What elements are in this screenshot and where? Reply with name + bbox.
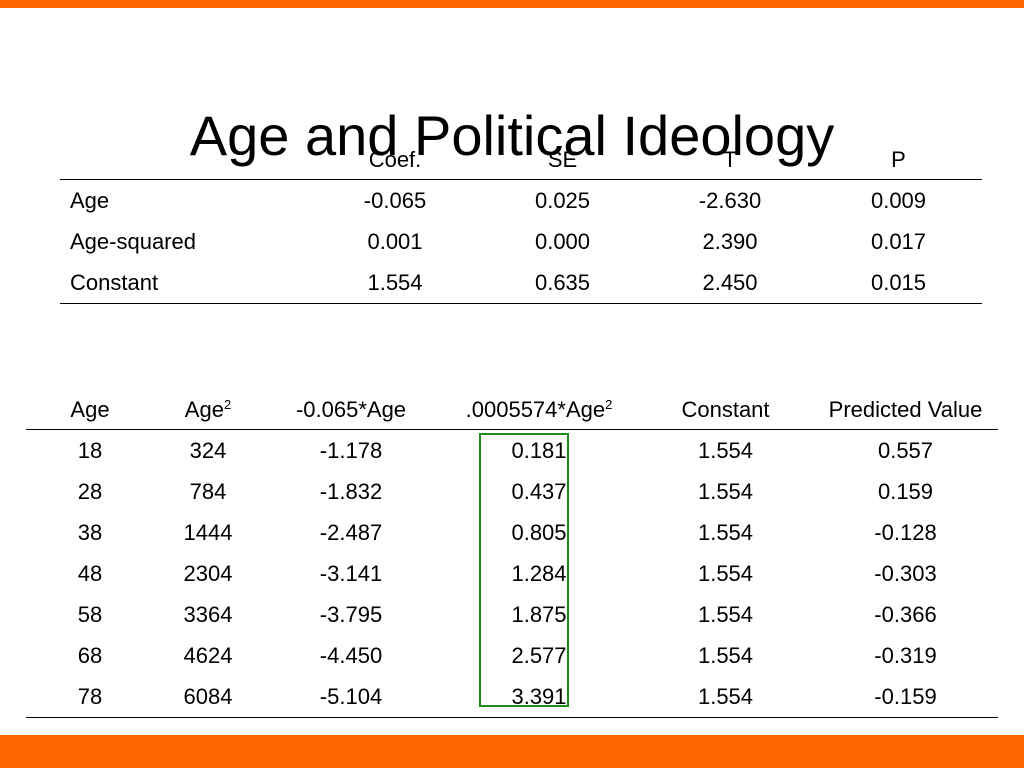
prediction-table: Age Age2 -0.065*Age .0005574*Age2 Consta…: [26, 390, 998, 718]
regression-cell-coef: 0.001: [367, 228, 423, 254]
prediction-cell-predicted-value: 0.557: [877, 437, 934, 463]
prediction-row: 58 3364 -3.795 1.875 1.554 -0.366: [26, 594, 998, 635]
regression-table: Coef. SE T P Age -0.065 0.025 -2.630 0.009 Ag…: [60, 140, 982, 304]
prediction-cell-predicted-value: 0.159: [877, 478, 934, 504]
prediction-cell-age-squared: 3364: [183, 601, 233, 627]
prediction-cell-constant: 1.554: [638, 676, 813, 718]
bottom-accent-bar: [0, 735, 1024, 768]
prediction-cell-quadratic-term: 2.577: [511, 642, 567, 668]
regression-cell-se: 0.025: [534, 187, 591, 213]
prediction-header-quadratic-term: .0005574*Age2: [440, 390, 638, 430]
regression-cell-p: 0.017: [870, 228, 927, 254]
prediction-cell-age: 78: [26, 676, 154, 718]
regression-cell-p: 0.009: [870, 187, 927, 213]
prediction-cell-age: 38: [77, 519, 103, 545]
regression-row: Age-squared 0.001 0.000 2.390 0.017: [60, 221, 982, 262]
prediction-cell-predicted-value: -0.366: [874, 601, 937, 627]
prediction-header-predicted-value: Predicted Value: [813, 390, 998, 430]
prediction-cell-linear-term: -4.450: [319, 642, 383, 668]
prediction-cell-predicted-value: -0.159: [813, 676, 998, 718]
prediction-cell-constant: 1.554: [697, 437, 754, 463]
regression-row-label: Age: [70, 187, 110, 213]
regression-header-p: P: [815, 140, 982, 180]
regression-row-label: Constant: [60, 262, 310, 304]
prediction-cell-age-squared: 4624: [183, 642, 233, 668]
prediction-header-row: Age Age2 -0.065*Age .0005574*Age2 Consta…: [26, 390, 998, 430]
prediction-cell-age-squared: 784: [189, 478, 227, 504]
prediction-cell-linear-term: -2.487: [319, 519, 383, 545]
regression-row: Constant 1.554 0.635 2.450 0.015: [60, 262, 982, 304]
regression-header-t: T: [645, 140, 815, 180]
prediction-cell-predicted-value: -0.128: [874, 519, 937, 545]
regression-row-label: Age-squared: [70, 228, 196, 254]
prediction-cell-age: 68: [77, 642, 103, 668]
regression-header-coef: Coef.: [310, 140, 480, 180]
prediction-cell-quadratic-term: 1.875: [511, 601, 567, 627]
age-squared-exponent: 2: [223, 396, 232, 412]
regression-cell-coef: 1.554: [310, 262, 480, 304]
prediction-cell-predicted-value: -0.303: [874, 560, 937, 586]
prediction-cell-quadratic-term: 0.805: [511, 519, 567, 545]
prediction-cell-age-squared: 2304: [183, 560, 233, 586]
prediction-row: 48 2304 -3.141 1.284 1.554 -0.303: [26, 553, 998, 594]
prediction-row: 18 324 -1.178 0.181 1.554 0.557: [26, 430, 998, 472]
quadratic-term-exponent: 2: [605, 396, 613, 412]
regression-cell-t: -2.630: [698, 187, 762, 213]
top-accent-bar: [0, 0, 1024, 8]
prediction-cell-age-squared: 1444: [183, 519, 233, 545]
prediction-cell-constant: 1.554: [697, 560, 754, 586]
prediction-row: 78 6084 -5.104 3.391 1.554 -0.159: [26, 676, 998, 718]
prediction-cell-age: 28: [77, 478, 103, 504]
prediction-cell-quadratic-term: 3.391: [440, 676, 638, 718]
prediction-cell-linear-term: -3.795: [319, 601, 383, 627]
regression-row: Age -0.065 0.025 -2.630 0.009: [60, 180, 982, 222]
prediction-cell-constant: 1.554: [697, 519, 754, 545]
prediction-cell-linear-term: -1.832: [319, 478, 383, 504]
prediction-cell-age: 58: [77, 601, 103, 627]
regression-cell-se: 0.635: [480, 262, 645, 304]
prediction-header-constant: Constant: [638, 390, 813, 430]
prediction-cell-predicted-value: -0.319: [874, 642, 937, 668]
prediction-cell-linear-term: -1.178: [319, 437, 383, 463]
prediction-row: 28 784 -1.832 0.437 1.554 0.159: [26, 471, 998, 512]
regression-cell-t: 2.390: [702, 228, 758, 254]
regression-header-se: SE: [480, 140, 645, 180]
age-squared-label: Age: [184, 396, 224, 422]
prediction-cell-constant: 1.554: [697, 642, 754, 668]
regression-header-row: Coef. SE T P: [60, 140, 982, 180]
prediction-row: 38 1444 -2.487 0.805 1.554 -0.128: [26, 512, 998, 553]
prediction-cell-constant: 1.554: [697, 601, 754, 627]
prediction-header-linear-term: -0.065*Age: [262, 390, 440, 430]
prediction-cell-quadratic-term: 0.181: [511, 437, 567, 463]
prediction-cell-age-squared: 324: [189, 437, 227, 463]
regression-header-blank: [60, 140, 310, 180]
prediction-cell-constant: 1.554: [697, 478, 754, 504]
prediction-cell-linear-term: -3.141: [319, 560, 383, 586]
quadratic-term-label: .0005574*Age: [465, 396, 606, 422]
regression-cell-coef: -0.065: [363, 187, 427, 213]
prediction-cell-linear-term: -5.104: [262, 676, 440, 718]
prediction-cell-age: 18: [77, 437, 103, 463]
prediction-cell-quadratic-term: 1.284: [511, 560, 567, 586]
regression-cell-p: 0.015: [815, 262, 982, 304]
prediction-header-age: Age: [26, 390, 154, 430]
prediction-row: 68 4624 -4.450 2.577 1.554 -0.319: [26, 635, 998, 676]
prediction-header-age-squared: Age2: [154, 390, 262, 430]
prediction-cell-age-squared: 6084: [154, 676, 262, 718]
prediction-cell-age: 48: [77, 560, 103, 586]
regression-cell-se: 0.000: [534, 228, 591, 254]
regression-cell-t: 2.450: [645, 262, 815, 304]
prediction-cell-quadratic-term: 0.437: [511, 478, 567, 504]
